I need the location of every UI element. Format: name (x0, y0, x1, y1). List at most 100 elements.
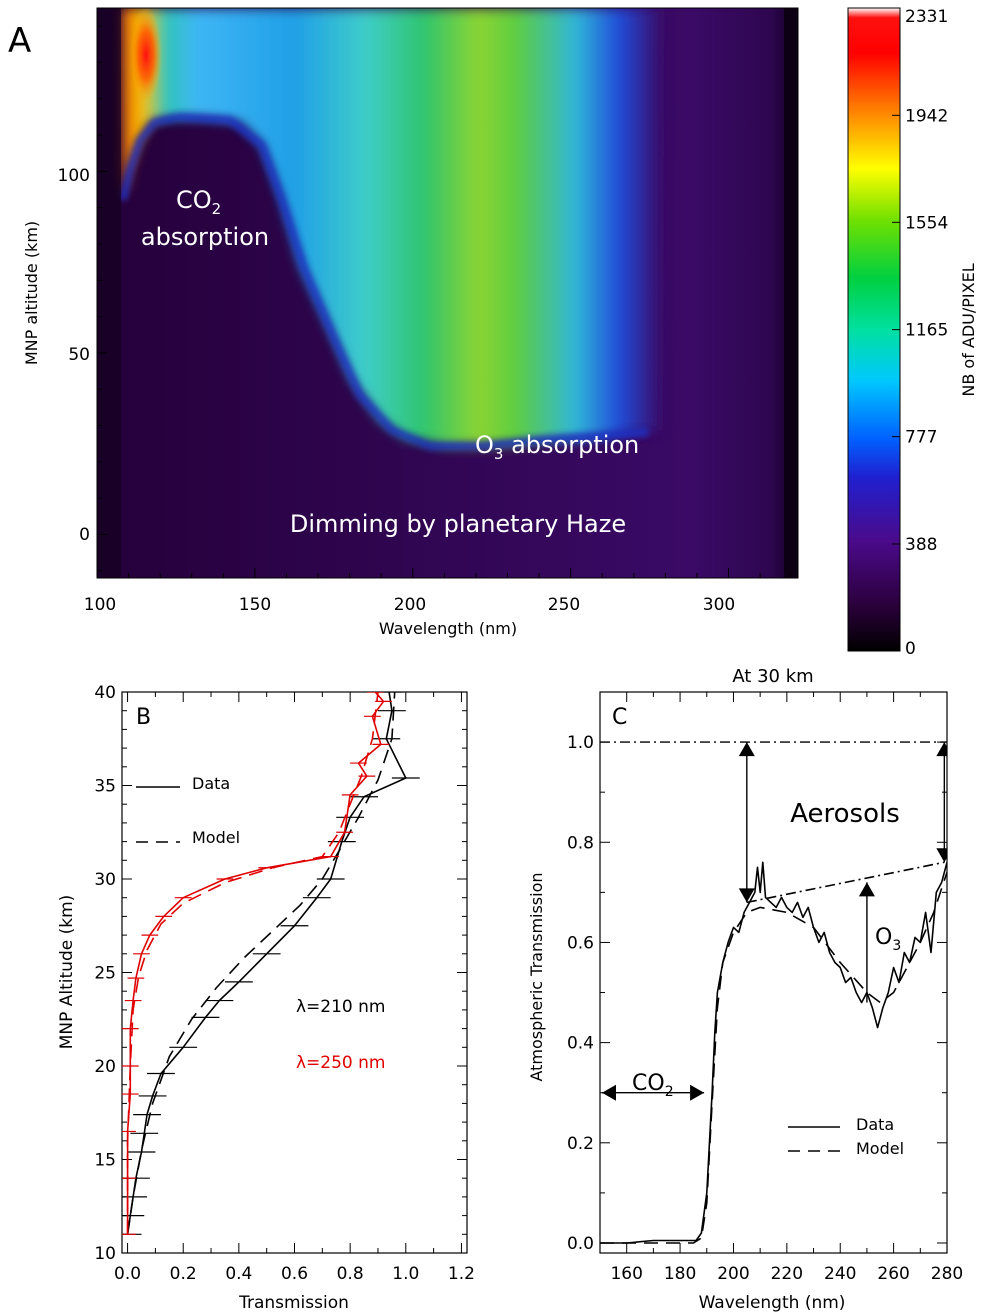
b-series-line (126, 692, 379, 1235)
colorbar-tick-label: 0 (905, 639, 916, 659)
xtick-label: 0.2 (170, 1264, 197, 1284)
panel-a-annotations: CO2 absorption O3 absorption Dimming by … (141, 186, 639, 538)
c-series-line (600, 872, 947, 1244)
ytick-label: 1.0 (567, 733, 594, 753)
ann-o3: O3 (875, 925, 901, 954)
panel-b-plot (122, 692, 420, 1235)
ytick-label: 30 (94, 870, 116, 890)
panel-b: 0.0 0.2 0.4 0.6 0.8 1.0 1.2 10 15 20 25 30 35 40 MNP … (57, 683, 475, 1313)
heatmap-signal-region (122, 8, 662, 446)
colorbar-label: NB of ADU/PIXEL (959, 263, 978, 396)
panel-c-plot (600, 741, 947, 1244)
a-ytick-label: 0 (79, 525, 90, 545)
c-arrow-head (738, 742, 755, 757)
xtick-label: 280 (931, 1264, 963, 1284)
c-arrow-head (738, 888, 755, 903)
ytick-label: 35 (94, 777, 116, 797)
ytick-label: 25 (94, 964, 116, 984)
a-xtick-label: 300 (703, 595, 735, 615)
xtick-label: 200 (717, 1264, 749, 1284)
ytick-label: 0.0 (567, 1234, 594, 1254)
c-series-line (600, 861, 947, 1244)
colorbar-tick-label: 1554 (905, 213, 948, 233)
xtick-label: 160 (610, 1264, 642, 1284)
xtick-label: 1.0 (392, 1264, 419, 1284)
ytick-label: 0.6 (567, 933, 594, 953)
b-series-line (126, 692, 396, 1235)
legend-data-label: Data (856, 1115, 894, 1134)
a-ytick-label: 100 (58, 166, 90, 186)
b-xlabel: Transmission (238, 1293, 349, 1313)
a-xtick-label: 100 (84, 595, 116, 615)
c-ylabel: Atmospheric Transmission (527, 872, 546, 1081)
ytick-label: 40 (94, 683, 116, 703)
ytick-label: 20 (94, 1057, 116, 1077)
panel-b-letter: B (136, 705, 151, 730)
c-xlabel: Wavelength (nm) (699, 1293, 846, 1313)
colorbar-ticks: 0 388 777 1165 1554 1942 2331 (892, 7, 948, 659)
panel-c-axes: 160 180 200 220 240 260 280 0.0 0.2 0.4 0.6 0.8 1.0 (567, 691, 963, 1284)
panel-c: At 30 km 160 180 200 220 240 260 280 0.0 0.2 0.4 0… (527, 666, 963, 1313)
legend-model-label: Model (856, 1139, 904, 1158)
panel-c-legend: Data Model (788, 1115, 904, 1158)
ann-haze: Dimming by planetary Haze (290, 510, 626, 538)
c-arrow-head (690, 1084, 705, 1101)
a-xtick-label: 250 (548, 595, 580, 615)
panel-b-legend: Data Model λ=210 nm λ=250 nm (136, 774, 386, 1073)
xtick-label: 0.8 (337, 1264, 364, 1284)
colorbar-gradient (847, 7, 901, 652)
colorbar: 0 388 777 1165 1554 1942 2331 NB of ADU/PIXEL (847, 7, 978, 659)
a-ytick-label: 50 (68, 345, 90, 365)
heatmap-hotspot (130, 8, 162, 103)
c-arrow-head (858, 882, 875, 897)
xtick-label: 0.6 (281, 1264, 308, 1284)
ann-aerosols: Aerosols (790, 799, 900, 829)
heatmap-edge-glow (119, 112, 649, 450)
lambda-250-label: λ=250 nm (296, 1053, 386, 1073)
ytick-label: 0.4 (567, 1034, 594, 1054)
panel-a-letter: A (8, 21, 31, 61)
b-series-line (126, 692, 385, 1235)
xtick-label: 0.0 (114, 1264, 141, 1284)
xtick-label: 0.4 (225, 1264, 252, 1284)
ytick-label: 0.8 (567, 833, 594, 853)
b-ylabel: MNP Altitude (km) (57, 895, 77, 1050)
ytick-label: 15 (94, 1151, 116, 1171)
c-arrow-head (936, 742, 947, 757)
a-xtick-label: 150 (239, 595, 271, 615)
panel-a-yaxis: 0 50 100 MNP altitude (km) (22, 25, 107, 572)
panel-b-frame (121, 691, 468, 1254)
heatmap-dark-left (97, 8, 121, 578)
panel-b-axes: 0.0 0.2 0.4 0.6 0.8 1.0 1.2 10 15 20 25 30 35 40 (94, 683, 475, 1284)
panel-c-frame (599, 691, 948, 1254)
a-ylabel: MNP altitude (km) (22, 221, 41, 365)
panel-c-letter: C (612, 705, 627, 730)
ann-o3-absorption: O3 absorption (475, 431, 639, 463)
c-arrow-head (936, 848, 947, 863)
legend-model-label: Model (192, 828, 240, 847)
colorbar-tick-label: 388 (905, 535, 937, 555)
ytick-label: 10 (94, 1244, 116, 1264)
ann-co2-absorption: CO2 (176, 186, 221, 218)
c-aerosol-baseline (746, 861, 945, 904)
lambda-210-label: λ=210 nm (296, 997, 386, 1017)
colorbar-tick-label: 2331 (905, 7, 948, 27)
panel-c-title: At 30 km (732, 666, 813, 687)
ann-co2: CO2 (632, 1071, 674, 1100)
colorbar-tick-label: 777 (905, 428, 937, 448)
legend-data-label: Data (192, 774, 230, 793)
panel-a-xaxis: 100 150 200 250 300 Wavelength (nm) (84, 568, 793, 638)
xtick-label: 260 (877, 1264, 909, 1284)
a-xtick-label: 200 (394, 595, 426, 615)
xtick-label: 240 (824, 1264, 856, 1284)
ann-co2-word: absorption (141, 223, 269, 251)
panel-a-frame (96, 7, 799, 579)
colorbar-tick-label: 1942 (905, 106, 948, 126)
c-arrow-head (602, 1084, 616, 1101)
heatmap-dark-column (784, 8, 798, 578)
a-xlabel: Wavelength (nm) (379, 619, 517, 638)
panel-a: A 100 150 200 250 300 Wavelength (nm) 0 … (8, 7, 978, 659)
colorbar-tick-label: 1165 (905, 321, 948, 341)
xtick-label: 1.2 (448, 1264, 475, 1284)
